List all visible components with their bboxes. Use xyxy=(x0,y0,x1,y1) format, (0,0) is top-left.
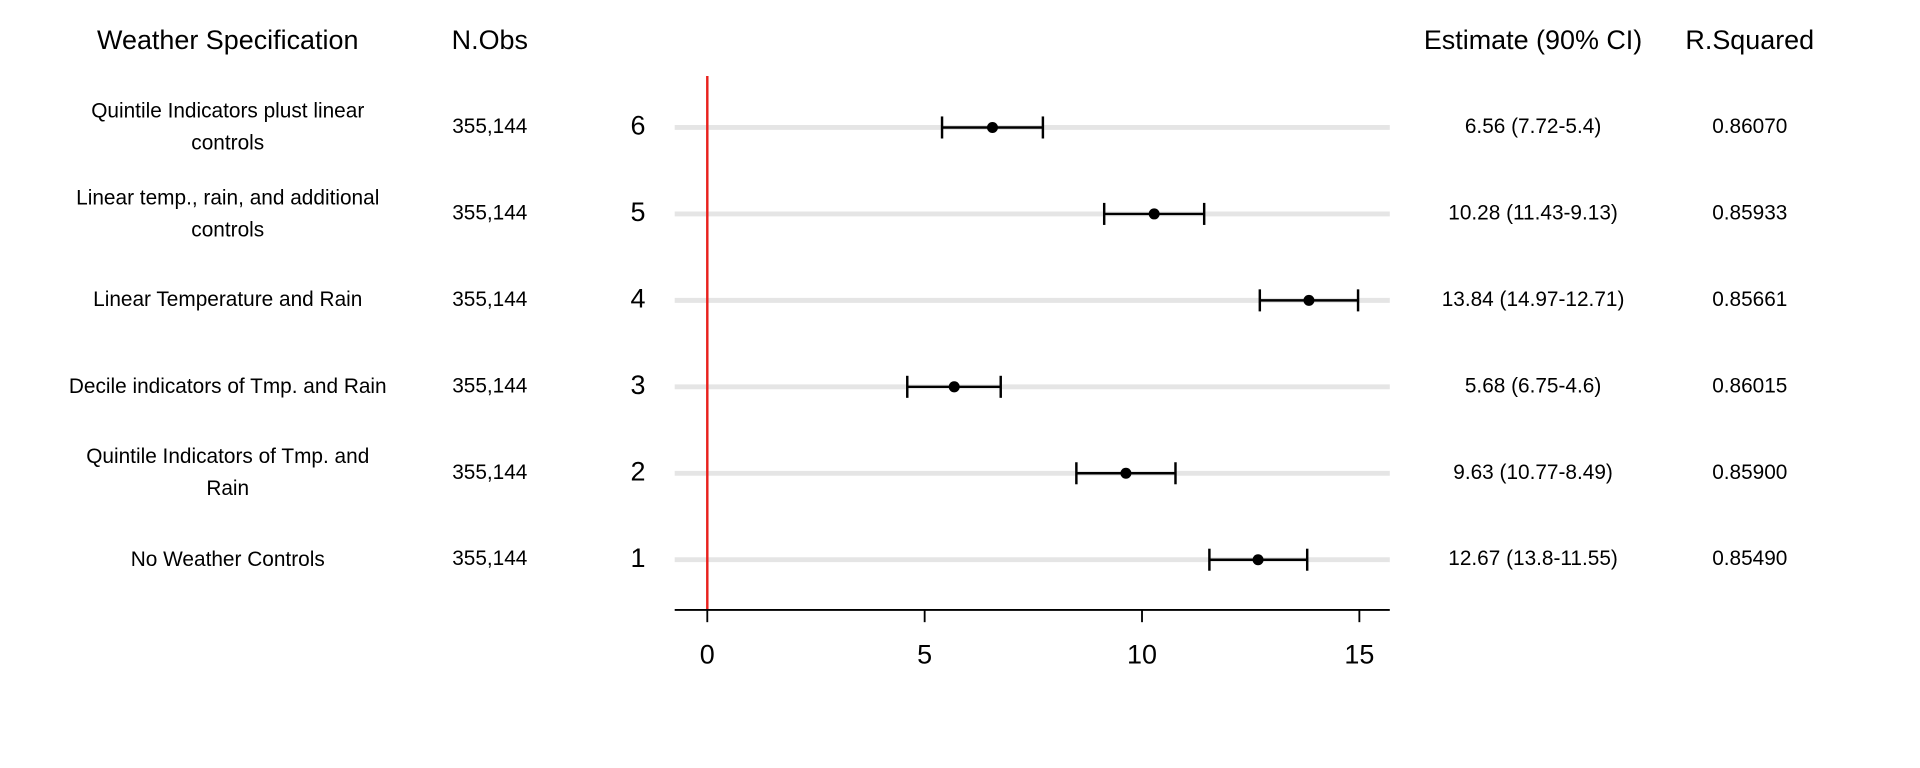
specification: Linear Temperature and Rain xyxy=(93,288,363,312)
r-squared: 0.85661 xyxy=(1712,288,1787,311)
column-header: Weather Specification xyxy=(97,25,358,55)
estimate-label: 13.84 (14.97-12.71) xyxy=(1442,288,1625,311)
y-tick-label: 6 xyxy=(630,111,645,141)
r-squared: 0.86070 xyxy=(1712,115,1787,138)
estimate-point xyxy=(948,381,960,393)
r-squared: 0.85933 xyxy=(1712,201,1787,224)
x-tick-label: 10 xyxy=(1127,640,1157,670)
specification: Quintile Indicators of Tmp. and Rain xyxy=(86,445,370,501)
estimate-label: 5.68 (6.75-4.6) xyxy=(1465,374,1601,397)
specification: No Weather Controls xyxy=(130,547,325,571)
r-squared: 0.85490 xyxy=(1712,547,1787,570)
spec-cell: Decile indicators of Tmp. and Rain xyxy=(68,374,387,398)
spec-cell: Linear temp., rain, and additional contr… xyxy=(76,185,380,241)
n-obs: 355,144 xyxy=(452,201,527,224)
spec-cell: Quintile Indicators plust linear control… xyxy=(91,99,365,155)
y-tick-label: 2 xyxy=(630,456,645,486)
column-header: R.Squared xyxy=(1685,25,1814,55)
r-squared: 0.86015 xyxy=(1712,374,1787,397)
n-obs: 355,144 xyxy=(452,115,527,138)
estimate-label: 12.67 (13.8-11.55) xyxy=(1448,547,1618,570)
estimate-point xyxy=(1252,554,1264,566)
spec-cell: No Weather Controls xyxy=(130,547,325,571)
y-tick-label: 5 xyxy=(630,197,645,227)
estimate-point xyxy=(1148,208,1160,220)
spec-cell: Quintile Indicators of Tmp. and Rain xyxy=(86,445,370,501)
r-squared: 0.85900 xyxy=(1712,461,1787,484)
n-obs: 355,144 xyxy=(452,288,527,311)
estimate-point xyxy=(1120,467,1132,479)
n-obs: 355,144 xyxy=(452,547,527,570)
y-tick-label: 4 xyxy=(630,283,645,313)
y-tick-label: 1 xyxy=(630,543,645,573)
x-tick-label: 5 xyxy=(917,640,932,670)
x-tick-label: 15 xyxy=(1344,640,1374,670)
column-header: Estimate (90% CI) xyxy=(1424,25,1642,55)
x-tick-label: 0 xyxy=(700,640,715,670)
y-tick-label: 3 xyxy=(630,370,645,400)
n-obs: 355,144 xyxy=(452,374,527,397)
spec-cell: Linear Temperature and Rain xyxy=(93,288,363,312)
n-obs: 355,144 xyxy=(452,461,527,484)
estimate-point xyxy=(1303,294,1315,306)
specification: Quintile Indicators plust linear control… xyxy=(91,99,365,155)
estimate-label: 10.28 (11.43-9.13) xyxy=(1448,201,1618,224)
estimate-label: 6.56 (7.72-5.4) xyxy=(1465,115,1601,138)
estimate-label: 9.63 (10.77-8.49) xyxy=(1453,461,1613,484)
specification: Decile indicators of Tmp. and Rain xyxy=(68,374,387,398)
estimate-point xyxy=(986,121,998,133)
specification: Linear temp., rain, and additional contr… xyxy=(76,185,380,241)
column-header: N.Obs xyxy=(452,25,528,55)
